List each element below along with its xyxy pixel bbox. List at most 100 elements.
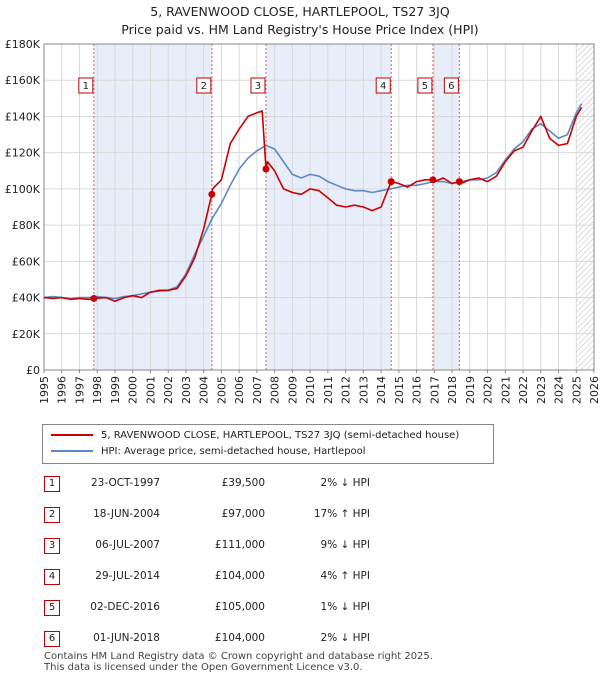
sale-label: 2 [201,81,207,92]
sale-point [90,294,98,302]
shaded-span [93,44,212,370]
legend-item-hpi: HPI: Average price, semi-detached house,… [51,445,366,459]
table-row: 5 02-DEC-2016 £105,000 1% ↓ HPI [0,598,600,618]
x-tick-label: 2006 [233,376,246,404]
sale-date: 01-JUN-2018 [93,632,160,644]
x-tick-label: 2013 [357,376,370,404]
sale-price: £111,000 [214,539,265,551]
table-row: 6 01-JUN-2018 £104,000 2% ↓ HPI [0,629,600,649]
plot-frame [43,43,595,371]
sale-point [387,178,395,186]
sale-point [208,190,216,198]
x-tick-label: 2014 [375,376,388,404]
sale-number: 4 [44,569,60,585]
forecast-hatch [576,44,594,370]
x-tick-label: 2024 [553,376,566,404]
chart-title: 5, RAVENWOOD CLOSE, HARTLEPOOL, TS27 3JQ [150,4,450,19]
x-tick-label: 2012 [340,376,353,404]
x-tick-label: 1997 [73,376,86,404]
sale-date: 06-JUL-2007 [95,539,160,551]
table-row: 4 29-JUL-2014 £104,000 4% ↑ HPI [0,567,600,587]
x-tick-label: 2020 [482,376,495,404]
sale-label-box [196,77,212,94]
x-tick-label: 2008 [269,376,282,404]
sale-number: 2 [44,507,60,523]
legend: 5, RAVENWOOD CLOSE, HARTLEPOOL, TS27 3JQ… [42,424,494,464]
sale-point [455,178,463,186]
x-tick-label: 2011 [322,376,335,404]
x-tick-label: 2002 [162,376,175,404]
y-tick-label: £40K [12,292,41,305]
x-tick-label: 1996 [56,376,69,404]
x-tick-label: 2017 [428,376,441,404]
x-tick-label: 2009 [286,376,299,404]
shaded-span [265,44,392,370]
x-tick-label: 1998 [91,376,104,404]
sale-label-box [443,77,459,94]
sale-label: 5 [422,81,428,92]
price-chart: £0 £20K £40K £60K £80K £100K £120K £140K £160K £1… [5,38,600,404]
x-tick-label: 2026 [588,376,600,404]
y-tick-label: £120K [5,147,41,160]
legend-swatch-hpi [51,450,93,452]
sale-label: 4 [380,81,386,92]
sale-price: £97,000 [221,508,265,520]
x-tick-label: 2018 [446,376,459,404]
x-tick-label: 2010 [304,376,317,404]
x-tick-label: 2016 [411,376,424,404]
sale-label-box [78,77,94,94]
shaded-span [432,44,460,370]
sale-date: 23-OCT-1997 [91,477,160,489]
y-tick-label: £140K [5,110,41,123]
sale-number: 3 [44,538,60,554]
sale-delta: 2% ↓ HPI [320,477,370,489]
x-tick-label: 2015 [393,376,406,404]
footer-copyright: Contains HM Land Registry data © Crown c… [44,651,433,662]
x-tick-label: 1995 [38,376,51,404]
sale-date: 29-JUL-2014 [95,570,160,582]
sale-delta: 4% ↑ HPI [320,570,370,582]
legend-item-property: 5, RAVENWOOD CLOSE, HARTLEPOOL, TS27 3JQ… [51,429,459,443]
x-tick-label: 2003 [180,376,193,404]
y-tick-label: £100K [5,183,41,196]
sale-label-box [375,77,391,94]
table-row: 2 18-JUN-2004 £97,000 17% ↑ HPI [0,505,600,525]
table-row: 3 06-JUL-2007 £111,000 9% ↓ HPI [0,536,600,556]
x-tick-label: 2000 [127,376,140,404]
x-tick-label: 2007 [251,376,264,404]
sale-label-box [417,77,433,94]
chart-subtitle: Price paid vs. HM Land Registry's House … [121,22,479,37]
x-tick-label: 2022 [517,376,530,404]
y-tick-label: £0 [26,364,40,377]
y-tick-label: £160K [5,74,41,87]
sale-point [262,165,270,173]
legend-label-property: 5, RAVENWOOD CLOSE, HARTLEPOOL, TS27 3JQ… [101,430,460,441]
sale-label: 3 [255,81,261,92]
sale-price: £105,000 [214,601,265,613]
sale-label: 6 [448,81,454,92]
legend-swatch-property [51,434,93,436]
sale-price: £104,000 [214,632,265,644]
sale-delta: 17% ↑ HPI [313,508,370,520]
x-tick-label: 2005 [215,376,228,404]
sale-delta: 2% ↓ HPI [320,632,370,644]
sale-price: £39,500 [221,477,265,489]
x-tick-label: 2001 [144,376,157,404]
sale-number: 6 [44,631,60,647]
sale-date: 18-JUN-2004 [93,508,160,520]
footer-licence: This data is licensed under the Open Gov… [44,662,363,673]
sale-date: 02-DEC-2016 [90,601,160,613]
sale-point [429,176,437,184]
sale-label: 1 [83,81,89,92]
sale-label-box [250,77,266,94]
table-row: 1 23-OCT-1997 £39,500 2% ↓ HPI [0,474,600,494]
y-tick-label: £60K [12,255,41,268]
sale-delta: 9% ↓ HPI [320,539,370,551]
x-tick-label: 1999 [109,376,122,404]
y-tick-label: £20K [12,328,41,341]
legend-label-hpi: HPI: Average price, semi-detached house,… [101,446,366,457]
x-tick-label: 2021 [499,376,512,404]
y-tick-label: £180K [5,38,41,51]
y-tick-label: £80K [12,219,41,232]
sale-delta: 1% ↓ HPI [320,601,370,613]
